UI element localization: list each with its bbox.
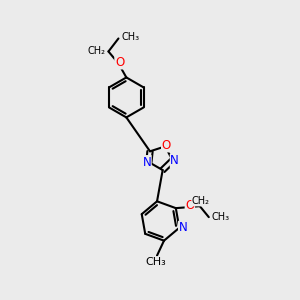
- Text: O: O: [185, 199, 194, 212]
- Text: CH₂: CH₂: [88, 46, 106, 56]
- Text: N: N: [178, 221, 187, 234]
- Text: CH₃: CH₃: [121, 32, 139, 42]
- Text: N: N: [170, 154, 179, 167]
- Text: CH₂: CH₂: [192, 196, 210, 206]
- Text: CH₃: CH₃: [146, 257, 166, 267]
- Text: O: O: [162, 139, 171, 152]
- Text: CH₃: CH₃: [212, 212, 230, 222]
- Text: O: O: [115, 56, 124, 69]
- Text: N: N: [142, 156, 151, 169]
